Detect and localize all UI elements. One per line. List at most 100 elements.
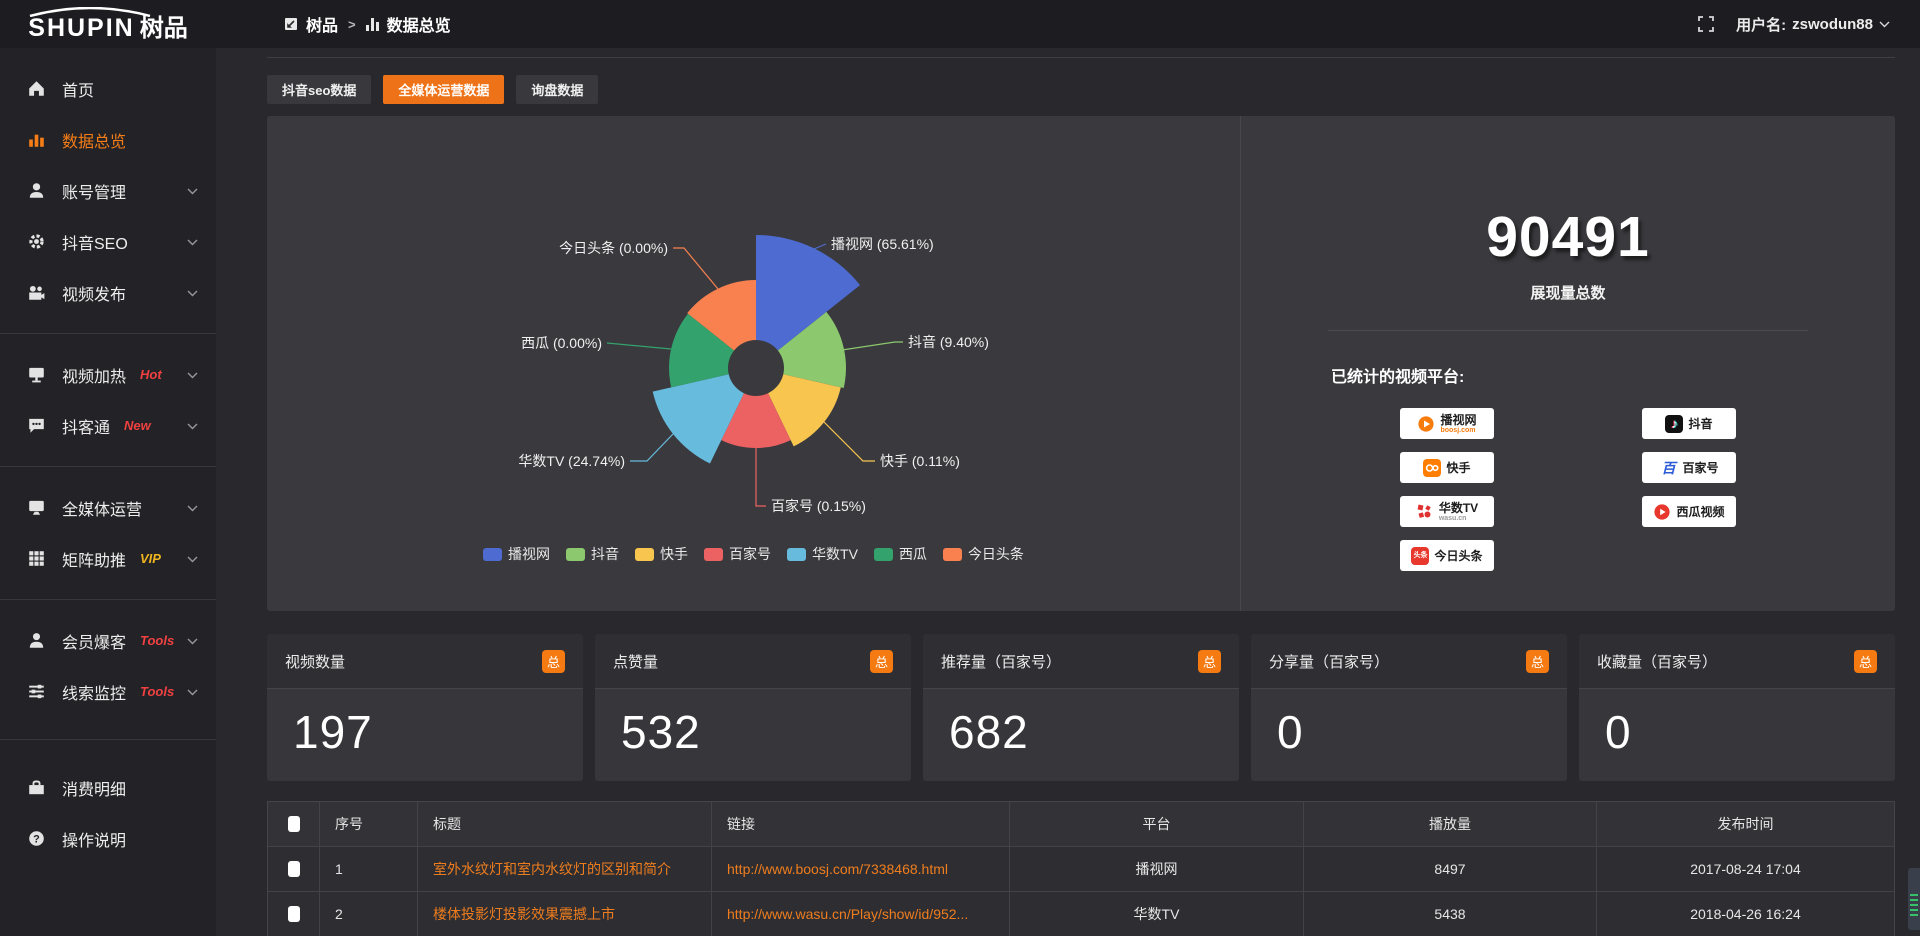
legend-item-5[interactable]: 西瓜 bbox=[873, 544, 927, 564]
question-icon: ? bbox=[28, 830, 45, 847]
sidebar-item-douketong[interactable]: 抖客通 New bbox=[0, 400, 216, 451]
screen-icon bbox=[28, 366, 45, 383]
table-header-row: 序号 标题 链接 平台 播放量 发布时间 bbox=[268, 802, 1894, 847]
pie-slice-6[interactable] bbox=[687, 280, 756, 351]
cell-no: 1 bbox=[320, 847, 418, 891]
sidebar-item-matrix-boost[interactable]: 矩阵助推 VIP bbox=[0, 533, 216, 584]
sidebar-item-video-heating[interactable]: 视频加热 Hot bbox=[0, 349, 216, 400]
sidebar-item-data-overview[interactable]: 数据总览 bbox=[0, 114, 216, 165]
pie-slice-1[interactable] bbox=[777, 311, 846, 388]
total-impressions-value: 90491 bbox=[1486, 205, 1650, 269]
total-badge[interactable]: 总 bbox=[1526, 649, 1549, 673]
chevron-down-icon bbox=[187, 284, 198, 302]
sidebar-item-consumption-detail[interactable]: 消费明细 bbox=[0, 762, 216, 813]
total-badge[interactable]: 总 bbox=[1854, 649, 1877, 673]
header-divider bbox=[267, 57, 1895, 58]
legend-item-0[interactable]: 播视网 bbox=[483, 544, 550, 564]
sidebar-item-home[interactable]: 首页 bbox=[0, 63, 216, 114]
chevron-down-icon bbox=[187, 417, 198, 435]
pie-label-1: 抖音 (9.40%) bbox=[908, 334, 989, 350]
summary-divider bbox=[1328, 330, 1808, 331]
sidebar-item-label: 线索监控 bbox=[62, 685, 127, 703]
sidebar-item-label: 操作说明 bbox=[62, 832, 127, 850]
user-menu[interactable]: 用户名: zswodun88 bbox=[1736, 14, 1890, 35]
user-icon bbox=[28, 182, 45, 199]
checkbox-cell bbox=[268, 847, 320, 891]
total-badge[interactable]: 总 bbox=[1198, 649, 1221, 673]
sidebar-item-douyin-seo[interactable]: 抖音SEO bbox=[0, 216, 216, 267]
cell-title[interactable]: 楼体投影灯投影效果震撼上市 bbox=[418, 892, 712, 936]
tab-2[interactable]: 询盘数据 bbox=[516, 75, 599, 104]
platform-subtext: wasu.cn bbox=[1438, 514, 1467, 522]
pie-slice-0[interactable] bbox=[756, 235, 860, 351]
receipt-icon bbox=[28, 779, 45, 796]
sidebar-item-video-publish[interactable]: 视频发布 bbox=[0, 267, 216, 318]
cell-no: 2 bbox=[320, 892, 418, 936]
chart-legend: 播视网 抖音 快手 百家号 华数TV 西瓜 今日头条 bbox=[267, 544, 1240, 564]
sidebar-item-account-management[interactable]: 账号管理 bbox=[0, 165, 216, 216]
sidebar-item-member-tools[interactable]: 会员爆客 Tools bbox=[0, 615, 216, 666]
pie-slice-5[interactable] bbox=[669, 313, 735, 388]
row-checkbox[interactable] bbox=[287, 906, 300, 922]
platform-name: 西瓜视频 bbox=[1676, 504, 1725, 519]
sidebar-divider bbox=[0, 466, 216, 467]
sidebar-item-label: 消费明细 bbox=[62, 781, 127, 799]
tab-1-active[interactable]: 全媒体运营数据 bbox=[383, 75, 505, 104]
chevron-down-icon bbox=[187, 182, 198, 200]
rose-chart[interactable]: 播视网 (65.61%) 抖音 (9.40%) 快手 (0.11%) 百家号 (0.1… bbox=[267, 116, 1240, 611]
platform-name: 华数TV bbox=[1438, 500, 1479, 515]
platform-badge-douyin: ♪ 抖音 bbox=[1642, 408, 1736, 439]
total-badge[interactable]: 总 bbox=[870, 649, 893, 673]
platform-name: 抖音 bbox=[1688, 416, 1713, 431]
legend-item-6[interactable]: 今日头条 bbox=[942, 544, 1024, 564]
cell-link[interactable]: http://www.boosj.com/7338468.html bbox=[712, 847, 1010, 891]
rose-chart-area: 播视网 (65.61%) 抖音 (9.40%) 快手 (0.11%) 百家号 (0.1… bbox=[267, 116, 1240, 611]
legend-label: 华数TV bbox=[812, 546, 858, 562]
row-checkbox[interactable] bbox=[287, 816, 300, 832]
cell-link[interactable]: http://www.wasu.cn/Play/show/id/952... bbox=[712, 892, 1010, 936]
column-header-5: 发布时间 bbox=[1717, 816, 1774, 832]
platform-name: 百家号 bbox=[1682, 460, 1719, 475]
video-icon bbox=[28, 284, 45, 301]
total-badge[interactable]: 总 bbox=[542, 649, 565, 673]
fullscreen-icon[interactable] bbox=[1698, 16, 1715, 32]
chart-icon bbox=[28, 131, 45, 148]
cell-title[interactable]: 室外水纹灯和室内水纹灯的区别和简介 bbox=[418, 847, 712, 891]
sidebar-badge-vip: VIP bbox=[140, 551, 161, 566]
sidebar: 首页 数据总览 账号管理 抖音SEO 视频发布视频加热 Hot 抖客通 New 全媒体运营 矩阵助… bbox=[0, 48, 216, 936]
legend-item-3[interactable]: 百家号 bbox=[704, 544, 771, 564]
monitor-icon bbox=[28, 499, 45, 516]
legend-item-1[interactable]: 抖音 bbox=[566, 544, 619, 564]
tab-0[interactable]: 抖音seo数据 bbox=[267, 75, 372, 104]
chevron-down-icon bbox=[187, 683, 198, 701]
stat-card-value: 682 bbox=[949, 706, 1029, 758]
pie-label-4: 华数TV (24.74%) bbox=[518, 453, 625, 469]
row-checkbox[interactable] bbox=[287, 861, 300, 877]
app-logo: SHUPIN 树品 bbox=[0, 7, 216, 41]
legend-item-2[interactable]: 快手 bbox=[635, 544, 688, 564]
stat-card-header: 分享量（百家号） 总 bbox=[1251, 634, 1567, 689]
sidebar-item-instructions[interactable]: ? 操作说明 bbox=[0, 813, 216, 864]
stat-card-label: 分享量（百家号） bbox=[1269, 653, 1390, 671]
videos-table: 序号 标题 链接 平台 播放量 发布时间 1 室外水纹灯和室内水纹灯的区别和简介 http://… bbox=[267, 801, 1895, 936]
stat-card-label: 点赞量 bbox=[613, 653, 659, 671]
stat-card-label: 视频数量 bbox=[285, 653, 346, 671]
sidebar-divider bbox=[0, 333, 216, 334]
username: zswodun88 bbox=[1792, 15, 1873, 33]
floating-widget[interactable] bbox=[1908, 868, 1920, 930]
sidebar-item-omnimedia-operation[interactable]: 全媒体运营 bbox=[0, 482, 216, 533]
legend-label: 百家号 bbox=[729, 546, 772, 562]
checkbox-cell bbox=[268, 802, 320, 846]
chevron-down-icon bbox=[187, 632, 198, 650]
legend-label: 抖音 bbox=[591, 546, 620, 562]
xigua-logo-icon bbox=[1653, 503, 1671, 521]
breadcrumb-root[interactable]: 树品 bbox=[306, 18, 339, 35]
sidebar-item-lead-monitoring[interactable]: 线索监控 Tools bbox=[0, 666, 216, 717]
pie-slice-3[interactable] bbox=[721, 393, 791, 449]
legend-item-4[interactable]: 华数TV bbox=[787, 544, 858, 564]
platform-name: 快手 bbox=[1446, 460, 1471, 475]
legend-swatch bbox=[483, 547, 503, 561]
pie-slice-4[interactable] bbox=[652, 374, 744, 464]
breadcrumb: 树品 > 数据总览 bbox=[284, 12, 451, 36]
pie-slice-2[interactable] bbox=[768, 374, 841, 447]
